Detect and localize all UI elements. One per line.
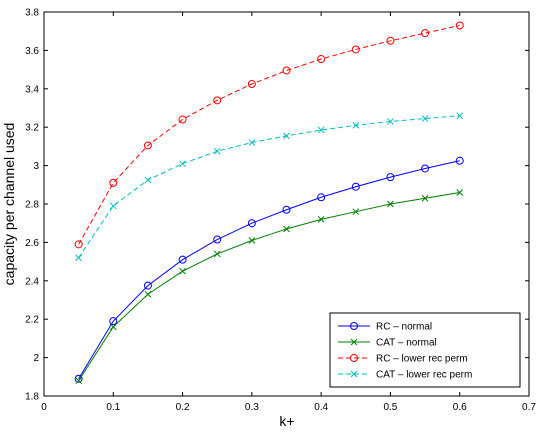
- y-tick-label: 2: [33, 353, 39, 364]
- data-point-x: [317, 216, 325, 223]
- data-point-circle: [109, 317, 118, 326]
- data-point-x: [387, 200, 394, 208]
- legend-box: [329, 312, 521, 388]
- y-tick-label: 3.8: [25, 8, 39, 19]
- x-tick-label: 0.5: [383, 402, 397, 413]
- data-point-circle: [317, 193, 326, 202]
- x-tick-label: 0.1: [106, 402, 120, 413]
- series-line: [78, 191, 460, 381]
- data-point-x: [421, 115, 429, 122]
- data-point-circle: [317, 55, 326, 64]
- y-axis-ticks: 1.8 2 2.2 2.4 2.6 2.8 3 3.2 3.4 3.6 3.8: [25, 8, 529, 403]
- x-tick-label: 0.3: [245, 402, 259, 413]
- data-point-circle: [178, 255, 187, 264]
- data-point-circle: [455, 21, 464, 30]
- data-point-circle: [213, 235, 222, 244]
- legend-label: CAT – lower rec perm: [376, 370, 472, 381]
- series-line: [78, 24, 460, 245]
- x-axis-title: k+: [279, 413, 294, 429]
- x-tick-label: 0.2: [176, 402, 190, 413]
- data-point-circle: [282, 205, 291, 214]
- data-point-circle: [421, 164, 430, 173]
- data-point-x: [179, 160, 186, 168]
- data-point-circle: [178, 115, 187, 124]
- data-point-x: [387, 118, 394, 125]
- series-4: [75, 112, 464, 262]
- data-point-x: [248, 139, 256, 146]
- series-line: [78, 160, 460, 379]
- data-point-circle: [247, 80, 256, 88]
- data-point-x: [456, 112, 464, 120]
- x-tick-label: 0.7: [522, 402, 536, 413]
- x-tick-label: 0.6: [453, 402, 467, 413]
- data-point-circle: [386, 36, 395, 45]
- legend-item: RC – lower rec perm: [338, 354, 468, 365]
- y-axis-title: capacity per channel used: [1, 123, 17, 286]
- data-point-x: [213, 250, 221, 258]
- data-point-x: [283, 225, 290, 233]
- data-point-x: [421, 194, 429, 202]
- y-tick-label: 2.4: [25, 276, 39, 287]
- series-2: [75, 189, 464, 384]
- x-tick-label: 0.4: [314, 402, 328, 413]
- data-point-x: [75, 254, 82, 262]
- legend-marker: [350, 370, 358, 378]
- data-point-x: [109, 202, 117, 210]
- y-tick-label: 3.6: [25, 46, 39, 57]
- series-line: [78, 115, 460, 259]
- legend-item: CAT – normal: [338, 338, 437, 349]
- legend-marker: [350, 322, 358, 330]
- data-point-x: [352, 121, 360, 129]
- data-point-x: [75, 377, 82, 384]
- series-layer: [74, 21, 464, 384]
- data-point-circle: [386, 173, 395, 182]
- legend-item: RC – normal: [338, 322, 432, 333]
- x-axis-ticks: 0 0.1 0.2 0.3 0.4 0.5 0.6 0.7: [41, 12, 536, 413]
- data-point-circle: [421, 29, 430, 38]
- data-point-circle: [74, 374, 83, 383]
- y-tick-label: 2.6: [25, 238, 39, 249]
- data-point-x: [352, 208, 360, 216]
- data-point-x: [109, 323, 117, 331]
- data-point-circle: [109, 178, 118, 187]
- legend-label: RC – normal: [376, 322, 432, 333]
- series-1: [74, 156, 464, 383]
- data-point-x: [144, 290, 152, 298]
- legend-label: CAT – normal: [376, 338, 437, 349]
- data-point-circle: [351, 182, 360, 191]
- data-point-x: [144, 176, 152, 184]
- data-point-circle: [74, 240, 83, 249]
- series-3: [74, 21, 464, 249]
- data-point-circle: [282, 66, 291, 75]
- x-tick-label: 0: [41, 402, 47, 413]
- y-tick-label: 2.2: [25, 315, 39, 326]
- data-point-circle: [213, 96, 222, 105]
- legend-label: RC – lower rec perm: [376, 354, 468, 365]
- y-tick-label: 3: [33, 161, 39, 172]
- data-point-circle: [351, 45, 360, 54]
- data-point-x: [179, 267, 186, 275]
- data-point-circle: [143, 141, 152, 150]
- legend-item: CAT – lower rec perm: [338, 370, 472, 381]
- data-point-x: [317, 126, 325, 134]
- y-tick-label: 3.2: [25, 123, 39, 134]
- y-tick-label: 3.4: [25, 84, 39, 95]
- data-point-circle: [455, 156, 464, 165]
- data-point-x: [248, 237, 256, 244]
- data-point-x: [283, 132, 290, 140]
- data-point-circle: [247, 219, 256, 228]
- y-tick-label: 1.8: [25, 392, 39, 403]
- data-point-circle: [143, 281, 152, 290]
- legend: RC – normal CAT – normal RC – lower rec pe…: [329, 312, 521, 388]
- legend-marker: [350, 354, 358, 362]
- y-tick-label: 2.8: [25, 200, 39, 211]
- legend-marker: [350, 338, 358, 346]
- data-point-x: [456, 189, 464, 196]
- data-point-x: [213, 147, 221, 155]
